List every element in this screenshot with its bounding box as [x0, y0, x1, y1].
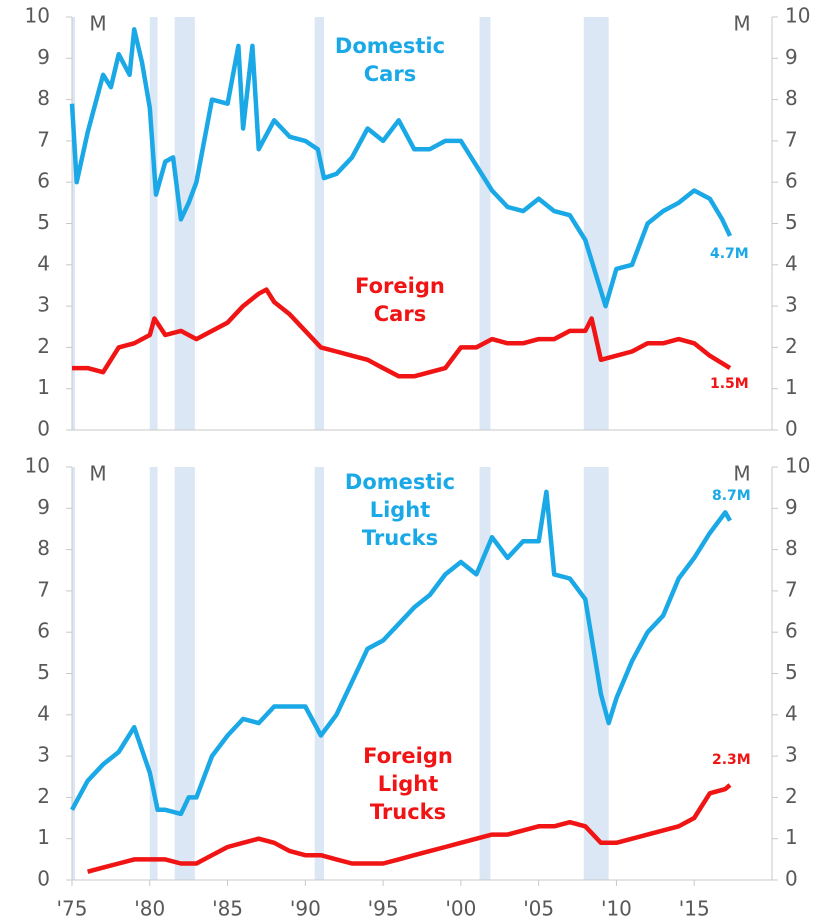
- y-tick-label-left: 5: [37, 210, 50, 234]
- y-tick-label-left: 1: [37, 375, 50, 399]
- y-tick-label-left: 3: [37, 293, 50, 317]
- y-tick-label-left: 9: [37, 495, 50, 519]
- series-label: Domestic Cars: [334, 34, 446, 86]
- x-tick-label: '00: [445, 897, 476, 921]
- y-tick-label-right: 8: [785, 536, 798, 560]
- y-tick-label-right: 1: [785, 825, 798, 849]
- recession-band: [314, 467, 324, 880]
- y-tick-label-left: 0: [37, 867, 50, 891]
- y-tick-label-left: 5: [37, 660, 50, 684]
- y-tick-label-right: 3: [785, 743, 798, 767]
- y-tick-label-right: 4: [785, 701, 798, 725]
- y-tick-label-right: 1: [785, 375, 798, 399]
- y-tick-label-right: 9: [785, 45, 798, 69]
- y-tick-label-right: 2: [785, 784, 798, 808]
- end-label: 4.7M: [710, 246, 749, 262]
- y-unit-left: M: [89, 12, 106, 36]
- x-tick-label: '10: [601, 897, 632, 921]
- x-tick-label: '05: [523, 897, 554, 921]
- x-tick-label: '75: [57, 897, 88, 921]
- y-tick-label-left: 1: [37, 825, 50, 849]
- y-tick-label-left: 7: [37, 577, 50, 601]
- y-tick-label-left: 2: [37, 334, 50, 358]
- series-line: [72, 287, 732, 379]
- y-tick-label-right: 8: [785, 86, 798, 110]
- y-tick-label-right: 9: [785, 495, 798, 519]
- recession-band: [583, 17, 609, 430]
- y-tick-label-left: 7: [37, 127, 50, 151]
- y-tick-label-right: 0: [785, 867, 798, 891]
- y-tick-label-left: 4: [37, 251, 50, 275]
- y-tick-label-left: 3: [37, 743, 50, 767]
- y-tick-label-left: 10: [25, 4, 50, 28]
- x-tick-label: '95: [368, 897, 399, 921]
- y-tick-label-left: 2: [37, 784, 50, 808]
- y-tick-label-left: 0: [37, 417, 50, 441]
- y-tick-label-left: 8: [37, 536, 50, 560]
- recession-band: [479, 467, 491, 880]
- x-tick-label: '85: [212, 897, 243, 921]
- recession-band: [174, 17, 195, 430]
- series-label: Foreign Cars: [355, 274, 445, 326]
- y-tick-label-right: 2: [785, 334, 798, 358]
- recession-band: [479, 17, 491, 430]
- recession-band: [149, 17, 158, 430]
- x-tick-label: '90: [290, 897, 321, 921]
- recession-band: [72, 17, 76, 430]
- y-tick-label-right: 3: [785, 293, 798, 317]
- series-label: Domestic Light Trucks: [344, 470, 456, 550]
- y-tick-label-right: 10: [785, 4, 810, 28]
- recession-band: [149, 467, 158, 880]
- end-label: 2.3M: [712, 752, 751, 768]
- y-tick-label-right: 10: [785, 454, 810, 478]
- series-line: [87, 783, 732, 874]
- y-tick-label-right: 6: [785, 619, 798, 643]
- y-tick-label-right: 0: [785, 417, 798, 441]
- y-tick-label-right: 5: [785, 210, 798, 234]
- x-tick-label: '80: [134, 897, 165, 921]
- y-tick-label-right: 5: [785, 660, 798, 684]
- y-tick-label-left: 8: [37, 86, 50, 110]
- y-tick-label-left: 9: [37, 45, 50, 69]
- x-tick-label: '15: [679, 897, 710, 921]
- recession-band: [314, 17, 324, 430]
- end-label: 8.7M: [712, 488, 751, 504]
- series-line: [70, 489, 732, 817]
- y-tick-label-left: 6: [37, 619, 50, 643]
- y-unit-left: M: [89, 462, 106, 486]
- y-tick-label-left: 4: [37, 701, 50, 725]
- y-tick-label-right: 7: [785, 127, 798, 151]
- y-tick-label-right: 4: [785, 251, 798, 275]
- y-tick-label-left: 6: [37, 169, 50, 193]
- recession-band: [72, 467, 76, 880]
- y-unit-right: M: [733, 12, 750, 36]
- recession-band: [174, 467, 195, 880]
- y-tick-label-right: 7: [785, 577, 798, 601]
- end-label: 1.5M: [710, 376, 749, 392]
- series-line: [69, 27, 733, 309]
- y-tick-label-right: 6: [785, 169, 798, 193]
- y-unit-right: M: [733, 462, 750, 486]
- y-tick-label-left: 10: [25, 454, 50, 478]
- series-label: Foreign Light Trucks: [363, 744, 453, 824]
